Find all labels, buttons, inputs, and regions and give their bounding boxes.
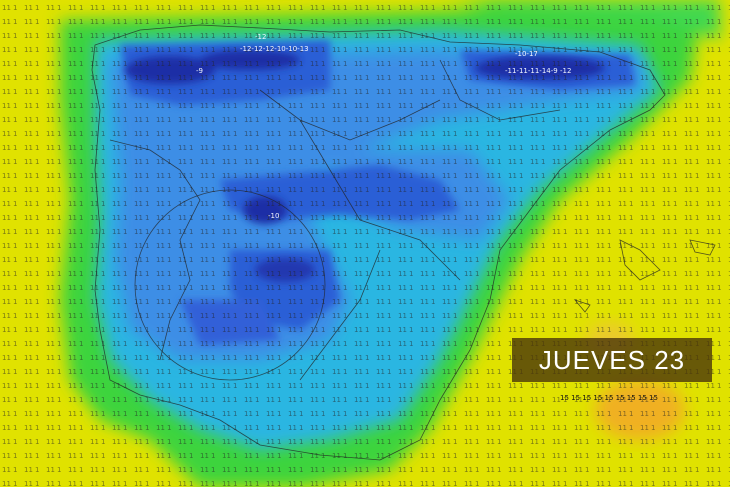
- cold-value: -9: [196, 67, 203, 75]
- cold-value: -10: [268, 212, 279, 220]
- cold-value: -11-11-11-14-9: [505, 67, 558, 75]
- date-label-bar: JUEVES 23: [512, 338, 712, 382]
- warm-value-row: 15 15 15 15 15 15 15 15 15: [560, 394, 658, 402]
- cold-value: -12: [255, 33, 266, 41]
- cold-value: -12-12-12-10-10-13: [240, 45, 309, 53]
- cold-value: -10-17: [515, 50, 538, 58]
- date-label: JUEVES 23: [538, 344, 686, 375]
- cold-values: -12-12-12-10-10-13 -12 -9 -10-17 -11-11-…: [196, 33, 571, 220]
- warm-values: 15 15 15 15 15 15 15 15 15: [560, 394, 658, 402]
- cold-value: -12: [560, 67, 571, 75]
